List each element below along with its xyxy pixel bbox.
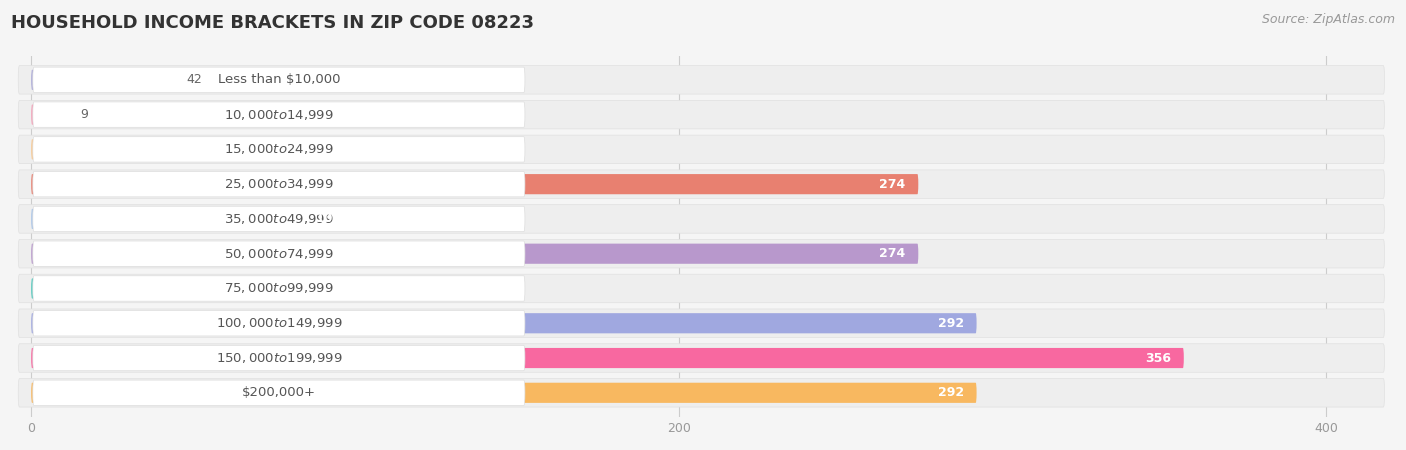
FancyBboxPatch shape — [18, 135, 1385, 164]
FancyBboxPatch shape — [32, 137, 524, 162]
Text: 148: 148 — [471, 282, 498, 295]
FancyBboxPatch shape — [32, 345, 524, 371]
Text: Less than $10,000: Less than $10,000 — [218, 73, 340, 86]
FancyBboxPatch shape — [18, 344, 1385, 372]
Text: $50,000 to $74,999: $50,000 to $74,999 — [224, 247, 333, 261]
FancyBboxPatch shape — [32, 102, 524, 127]
Text: $15,000 to $24,999: $15,000 to $24,999 — [224, 142, 333, 157]
FancyBboxPatch shape — [32, 276, 524, 301]
FancyBboxPatch shape — [32, 67, 524, 93]
FancyBboxPatch shape — [18, 274, 1385, 303]
FancyBboxPatch shape — [32, 380, 524, 405]
FancyBboxPatch shape — [18, 239, 1385, 268]
FancyBboxPatch shape — [31, 140, 381, 159]
FancyBboxPatch shape — [18, 170, 1385, 198]
Text: 108: 108 — [342, 143, 368, 156]
Text: $200,000+: $200,000+ — [242, 386, 316, 399]
Text: 274: 274 — [879, 247, 905, 260]
Text: $25,000 to $34,999: $25,000 to $34,999 — [224, 177, 333, 191]
FancyBboxPatch shape — [31, 382, 977, 403]
Text: 292: 292 — [938, 317, 963, 330]
Text: Source: ZipAtlas.com: Source: ZipAtlas.com — [1261, 14, 1395, 27]
Text: 100: 100 — [316, 212, 342, 225]
FancyBboxPatch shape — [18, 66, 1385, 94]
FancyBboxPatch shape — [32, 241, 524, 266]
FancyBboxPatch shape — [31, 174, 918, 194]
Text: $150,000 to $199,999: $150,000 to $199,999 — [215, 351, 342, 365]
FancyBboxPatch shape — [31, 104, 60, 125]
FancyBboxPatch shape — [32, 171, 524, 197]
FancyBboxPatch shape — [31, 279, 510, 298]
FancyBboxPatch shape — [31, 243, 918, 264]
FancyBboxPatch shape — [18, 309, 1385, 338]
Text: 292: 292 — [938, 386, 963, 399]
Text: 42: 42 — [187, 73, 202, 86]
FancyBboxPatch shape — [31, 70, 167, 90]
FancyBboxPatch shape — [32, 206, 524, 232]
Text: 274: 274 — [879, 178, 905, 191]
Text: $10,000 to $14,999: $10,000 to $14,999 — [224, 108, 333, 122]
FancyBboxPatch shape — [18, 100, 1385, 129]
Text: 9: 9 — [80, 108, 87, 121]
FancyBboxPatch shape — [18, 378, 1385, 407]
Text: HOUSEHOLD INCOME BRACKETS IN ZIP CODE 08223: HOUSEHOLD INCOME BRACKETS IN ZIP CODE 08… — [11, 14, 534, 32]
Text: 356: 356 — [1144, 351, 1171, 364]
Text: $35,000 to $49,999: $35,000 to $49,999 — [224, 212, 333, 226]
FancyBboxPatch shape — [31, 348, 1184, 368]
FancyBboxPatch shape — [32, 310, 524, 336]
FancyBboxPatch shape — [31, 209, 354, 229]
FancyBboxPatch shape — [31, 313, 977, 333]
FancyBboxPatch shape — [18, 205, 1385, 233]
Text: $100,000 to $149,999: $100,000 to $149,999 — [215, 316, 342, 330]
Text: $75,000 to $99,999: $75,000 to $99,999 — [224, 282, 333, 296]
